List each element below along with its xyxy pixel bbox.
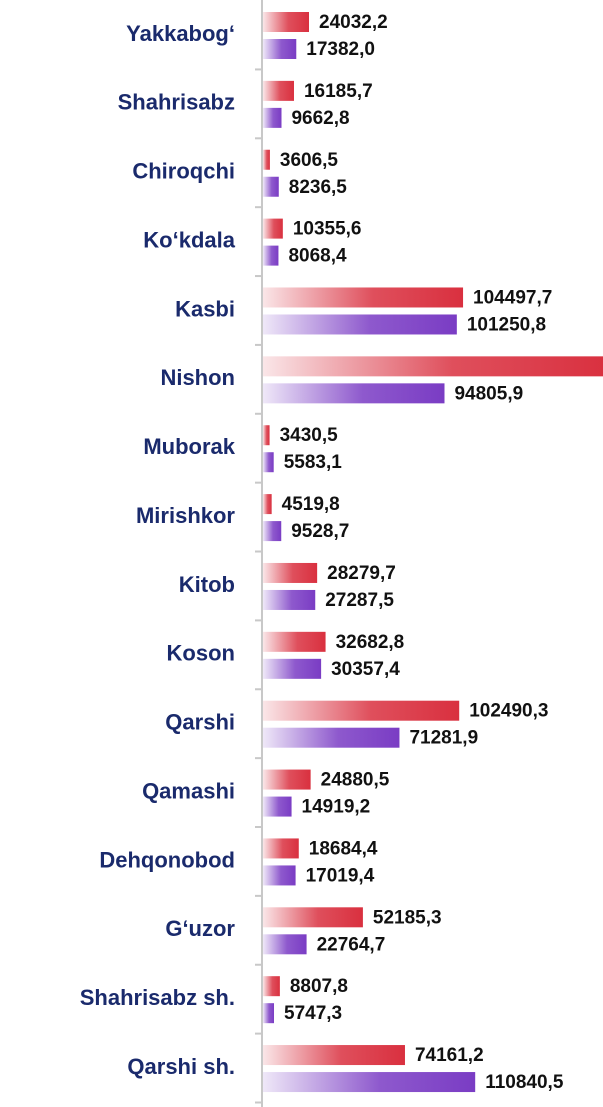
bar — [263, 1003, 275, 1024]
bar — [263, 107, 282, 128]
value-label: 28279,7 — [327, 563, 396, 584]
value-label: 14919,2 — [302, 797, 371, 818]
value-label: 110840,5 — [485, 1072, 564, 1093]
bar — [263, 245, 279, 266]
bar — [263, 218, 283, 239]
value-label: 8068,4 — [288, 246, 347, 267]
category-label: Kitob — [179, 572, 235, 597]
value-label: 71281,9 — [409, 728, 478, 749]
value-label: 52185,3 — [373, 907, 442, 928]
category-label: Qamashi — [142, 778, 235, 803]
value-label: 94805,9 — [454, 383, 523, 404]
bar — [263, 80, 294, 101]
bar — [263, 796, 292, 817]
category-label: Chiroqchi — [132, 159, 235, 184]
category-label: Yakkabog‘ — [126, 21, 235, 46]
bar — [263, 865, 296, 886]
category-label: Dehqonobod — [99, 847, 235, 872]
bar — [263, 769, 311, 790]
category-label: Qarshi — [165, 710, 235, 735]
category-label: Shahrisabz — [118, 90, 235, 115]
value-label: 22764,7 — [317, 934, 386, 955]
bar — [263, 1072, 476, 1093]
bar — [263, 12, 310, 32]
value-label: 27287,5 — [325, 590, 394, 611]
category-label: Koson — [167, 641, 235, 666]
value-label: 5747,3 — [284, 1003, 342, 1024]
category-label: Mirishkor — [136, 503, 235, 528]
bar — [263, 425, 270, 446]
category-label: Nishon — [160, 365, 235, 390]
bar — [263, 176, 279, 197]
value-label: 9662,8 — [291, 108, 349, 129]
category-label: Kasbi — [175, 296, 235, 321]
bar — [263, 631, 326, 652]
value-label: 10355,6 — [293, 219, 362, 240]
value-label: 24880,5 — [321, 770, 390, 791]
value-label: 74161,2 — [415, 1045, 484, 1066]
category-label: Ko‘kdala — [143, 227, 235, 252]
bar — [263, 149, 270, 170]
bar — [263, 658, 322, 679]
value-label: 17019,4 — [306, 865, 375, 886]
value-label: 32682,8 — [336, 632, 405, 653]
bar — [263, 727, 400, 748]
value-label: 4519,8 — [282, 494, 340, 515]
bar — [263, 314, 457, 335]
category-label: Qarshi sh. — [127, 1054, 235, 1079]
bar — [263, 562, 318, 583]
category-label: Shahrisabz sh. — [80, 985, 235, 1010]
bar — [263, 356, 603, 377]
value-label: 16185,7 — [304, 81, 373, 102]
value-label: 9528,7 — [291, 521, 349, 542]
value-label: 8807,8 — [290, 976, 348, 997]
value-label: 3430,5 — [280, 425, 339, 446]
value-label: 30357,4 — [331, 659, 400, 680]
bar — [263, 383, 445, 404]
bar — [263, 589, 316, 610]
value-label: 18684,4 — [309, 838, 378, 859]
category-label: Muborak — [143, 434, 235, 459]
category-label: G‘uzor — [165, 916, 235, 941]
value-label: 3606,5 — [280, 150, 339, 171]
value-label: 104497,7 — [473, 287, 552, 308]
value-label: 101250,8 — [467, 314, 546, 335]
bar — [263, 452, 274, 473]
value-label: 17382,0 — [306, 39, 375, 60]
bar — [263, 700, 460, 721]
bar — [263, 1045, 405, 1066]
bar — [263, 934, 307, 955]
bar — [263, 39, 297, 59]
value-label: 24032,2 — [319, 12, 388, 33]
value-label: 5583,1 — [284, 452, 343, 473]
bar — [263, 494, 272, 515]
bar — [263, 907, 363, 928]
bar — [263, 838, 299, 859]
value-label: 8236,5 — [289, 177, 348, 198]
bar — [263, 976, 280, 997]
value-label: 102490,3 — [469, 701, 548, 722]
bar — [263, 521, 282, 542]
bar — [263, 287, 464, 308]
